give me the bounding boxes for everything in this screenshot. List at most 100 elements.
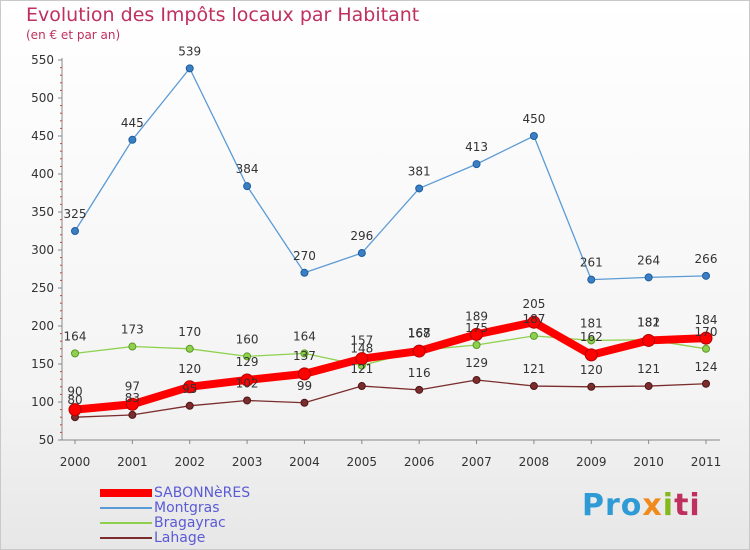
y-tick-label: 450 <box>31 129 54 143</box>
data-point <box>357 382 366 391</box>
data-point <box>702 271 710 280</box>
x-tick-label: 2005 <box>347 455 378 469</box>
legend-label: Bragayrac <box>154 514 226 531</box>
data-label: 270 <box>293 249 316 263</box>
data-point <box>699 331 713 345</box>
data-point <box>300 398 309 407</box>
data-label: 160 <box>236 332 259 346</box>
data-label: 162 <box>580 330 603 344</box>
legend-item-lahage: Lahage <box>100 530 250 546</box>
data-label: 381 <box>408 164 431 178</box>
data-point <box>642 333 656 347</box>
chart-legend: SABONNèRES Montgras Bragayrac Lahage <box>100 484 251 546</box>
data-label: 296 <box>350 229 373 243</box>
data-point <box>185 344 194 353</box>
data-label: 168 <box>408 326 431 340</box>
data-point <box>297 367 311 381</box>
data-label: 450 <box>522 112 545 126</box>
data-label: 148 <box>350 342 373 356</box>
x-tick-label: 2011 <box>691 455 722 469</box>
data-point <box>300 349 309 358</box>
data-label: 102 <box>236 376 259 390</box>
legend-swatch <box>100 521 152 524</box>
data-point <box>529 382 538 391</box>
data-point <box>355 352 369 366</box>
data-point <box>587 336 596 345</box>
data-point <box>415 385 424 394</box>
x-tick-label: 2004 <box>289 455 320 469</box>
data-point <box>472 375 481 384</box>
data-label: 205 <box>522 297 545 311</box>
data-label: 189 <box>465 309 488 323</box>
data-label: 137 <box>293 349 316 363</box>
data-label: 384 <box>236 162 259 176</box>
data-point <box>472 341 481 349</box>
x-tick-label: 2008 <box>519 455 550 469</box>
data-label: 120 <box>580 363 603 377</box>
data-label: 173 <box>121 323 144 337</box>
data-point <box>412 344 426 358</box>
legend-swatch <box>100 536 152 539</box>
data-label: 175 <box>465 321 488 335</box>
data-point <box>587 275 596 284</box>
data-point <box>529 132 538 140</box>
y-tick-label: 250 <box>31 281 54 295</box>
data-point <box>357 249 366 258</box>
series-line-1 <box>74 67 707 281</box>
series-line-3 <box>74 379 707 418</box>
legend-item-sabonneres: SABONNèRES <box>100 484 251 501</box>
data-label: 182 <box>637 316 660 330</box>
data-label: 266 <box>695 252 718 266</box>
chart-subtitle: (en € et par an) <box>26 28 121 42</box>
data-label: 116 <box>408 366 431 380</box>
data-point <box>183 380 197 394</box>
data-point <box>125 397 139 411</box>
data-point <box>243 396 252 405</box>
data-label: 261 <box>580 256 603 270</box>
data-label: 95 <box>182 382 197 396</box>
data-point <box>702 344 710 353</box>
data-point <box>71 349 79 358</box>
data-label: 167 <box>408 326 431 340</box>
data-label: 264 <box>637 253 660 267</box>
y-tick-label: 200 <box>31 319 54 333</box>
data-label: 157 <box>350 334 373 348</box>
x-tick-label: 2001 <box>117 455 148 469</box>
data-point <box>128 342 137 351</box>
data-label: 170 <box>178 325 201 339</box>
data-label: 445 <box>121 116 144 130</box>
data-point <box>529 331 538 340</box>
x-tick-label: 2002 <box>174 455 205 469</box>
data-point <box>527 315 541 329</box>
data-label: 413 <box>465 140 488 154</box>
y-tick-label: 500 <box>31 91 54 105</box>
data-point <box>587 382 596 391</box>
data-label: 164 <box>293 329 316 343</box>
data-point <box>644 273 653 282</box>
data-label: 83 <box>125 391 140 405</box>
series-line-0 <box>71 318 710 414</box>
legend-swatch <box>100 488 152 497</box>
chart-title: Evolution des Impôts locaux par Habitant <box>26 4 420 26</box>
data-label: 164 <box>64 329 87 343</box>
data-label: 184 <box>695 313 718 327</box>
data-label: 129 <box>236 355 259 369</box>
data-label: 129 <box>465 356 488 370</box>
data-label: 120 <box>178 362 201 376</box>
data-point <box>584 348 598 362</box>
proxiti-logo: Proxiti <box>582 488 701 523</box>
legend-swatch <box>100 506 152 509</box>
data-point <box>243 352 252 361</box>
legend-label: SABONNèRES <box>154 484 251 501</box>
data-label: 121 <box>522 362 545 376</box>
data-point <box>71 227 79 235</box>
x-tick-label: 2003 <box>232 455 263 469</box>
y-tick-label: 150 <box>31 357 54 371</box>
data-label: 97 <box>125 379 140 393</box>
data-label: 181 <box>637 315 660 329</box>
y-tick-label: 350 <box>31 205 54 219</box>
legend-item-montgras: Montgras <box>100 500 250 516</box>
x-tick-label: 2007 <box>461 455 492 469</box>
data-point <box>472 160 481 169</box>
